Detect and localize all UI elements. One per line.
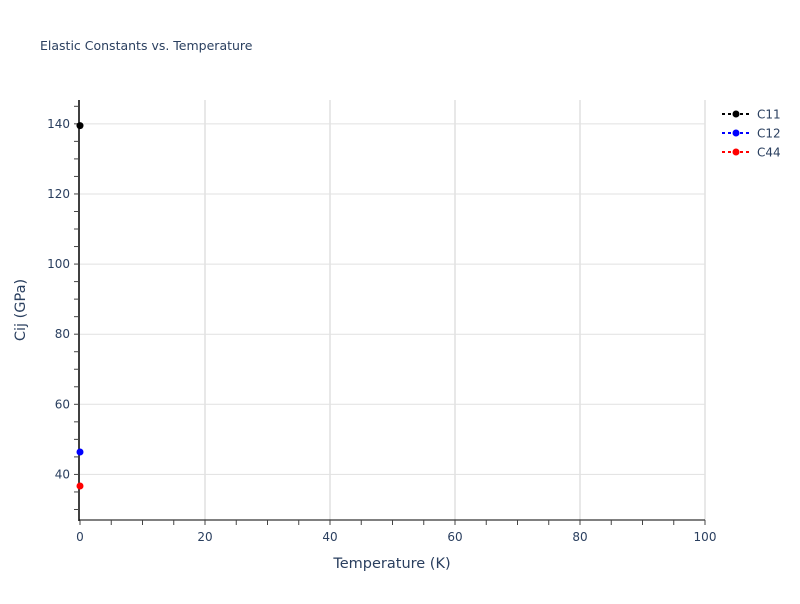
- x-tick-label: 0: [76, 530, 84, 544]
- x-tick-label: 40: [322, 530, 337, 544]
- x-tick-label: 80: [572, 530, 587, 544]
- legend-marker-c12: [732, 129, 740, 137]
- chart-title: Elastic Constants vs. Temperature: [40, 38, 253, 53]
- y-tick-label: 140: [47, 117, 70, 131]
- data-point-c44: [76, 482, 84, 490]
- legend-label-c44: C44: [757, 146, 781, 160]
- x-tick-label: 20: [197, 530, 212, 544]
- legend-label-c12: C12: [757, 127, 781, 141]
- y-tick-label: 60: [55, 397, 70, 411]
- y-tick-label: 120: [47, 187, 70, 201]
- y-tick-label: 80: [55, 327, 70, 341]
- x-tick-label: 100: [694, 530, 717, 544]
- legend-marker-c11: [732, 110, 740, 118]
- x-axis-label: Temperature (K): [332, 556, 450, 572]
- y-tick-label: 100: [47, 257, 70, 271]
- legend-label-c11: C11: [757, 108, 781, 122]
- data-point-c12: [76, 448, 84, 456]
- x-tick-label: 60: [447, 530, 462, 544]
- y-tick-label: 40: [55, 467, 70, 481]
- data-point-c11: [76, 122, 84, 130]
- y-axis-label: Cij (GPa): [13, 279, 29, 341]
- legend-marker-c44: [732, 148, 740, 156]
